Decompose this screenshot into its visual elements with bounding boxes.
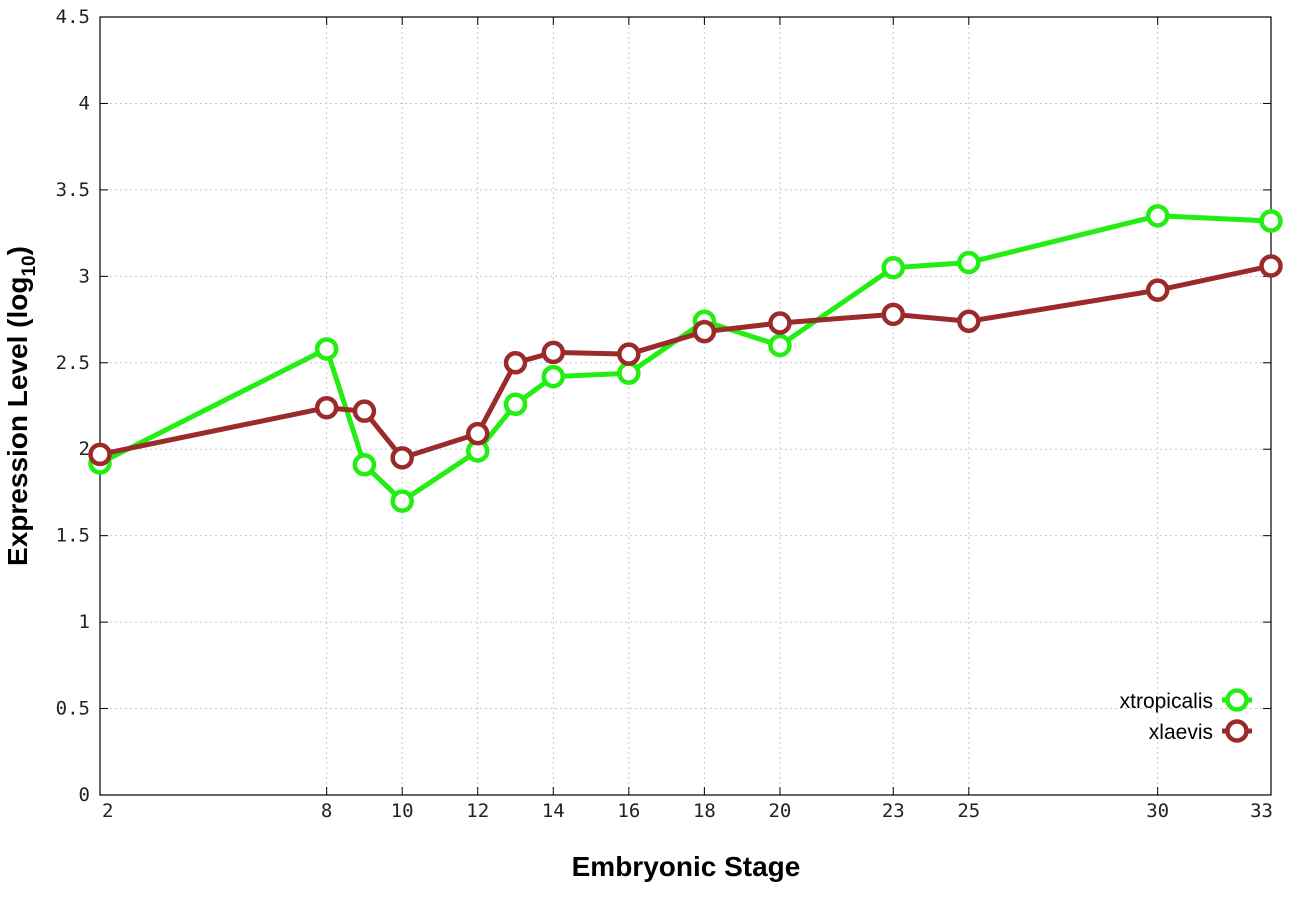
y-tick-label: 0.5 xyxy=(56,698,90,720)
data-point-xtropicalis xyxy=(541,364,566,389)
data-point-xlaevis xyxy=(503,351,528,375)
series-line-xtropicalis xyxy=(98,213,1272,504)
series-group xyxy=(88,204,1283,513)
data-point-xlaevis xyxy=(390,446,414,470)
y-axis-title-main: Expression Level (log xyxy=(2,277,33,566)
legend: xtropicalis xlaevis xyxy=(1120,688,1252,744)
legend-label-xlaevis: xlaevis xyxy=(1149,721,1213,744)
x-axis-title: Embryonic Stage xyxy=(572,851,801,882)
data-point-xlaevis xyxy=(314,395,339,420)
plot-frame xyxy=(99,16,1272,796)
y-tick-label: 2.5 xyxy=(56,352,90,374)
y-tick-labels: 0 0.5 1 1.5 2 2.5 3 3.5 4 4.5 xyxy=(56,6,90,806)
data-point-xlaevis xyxy=(1259,254,1283,278)
x-tick-label: 2 xyxy=(102,800,113,822)
x-tick-label: 30 xyxy=(1146,800,1169,822)
data-point-xlaevis xyxy=(692,319,717,344)
x-tick-label: 25 xyxy=(957,800,980,822)
x-tick-label: 14 xyxy=(542,800,565,822)
data-point-xtropicalis xyxy=(390,489,414,513)
data-point-xtropicalis xyxy=(957,250,981,275)
legend-marker-xtropicalis xyxy=(1225,688,1249,712)
series-line-xlaevis xyxy=(99,263,1272,461)
x-tick-label: 12 xyxy=(466,800,489,822)
y-tick-label: 3 xyxy=(79,265,90,287)
data-point-xlaevis xyxy=(617,342,641,366)
grid-lines xyxy=(100,17,1271,795)
data-point-xtropicalis xyxy=(314,337,339,361)
data-point-xtropicalis xyxy=(768,333,792,358)
data-point-xlaevis xyxy=(352,399,377,423)
data-point-xlaevis xyxy=(1145,278,1170,302)
y-tick-label: 2 xyxy=(79,438,90,460)
y-tick-label: 1 xyxy=(79,611,90,633)
data-point-xtropicalis xyxy=(617,361,641,385)
data-point-xlaevis xyxy=(541,340,566,365)
x-tick-label: 23 xyxy=(882,800,905,822)
y-tick-label: 0 xyxy=(79,784,90,806)
y-tick-label: 3.5 xyxy=(56,179,90,201)
y-axis-title-close: ) xyxy=(2,246,33,255)
x-tick-label: 20 xyxy=(768,800,791,822)
data-point-xlaevis xyxy=(465,421,490,446)
data-point-xlaevis xyxy=(957,309,981,334)
y-tick-label: 4.5 xyxy=(56,6,90,28)
data-point-xtropicalis xyxy=(352,453,377,477)
data-point-xtropicalis xyxy=(1145,204,1170,228)
data-point-xlaevis xyxy=(88,442,112,467)
y-axis-title-subscript: 10 xyxy=(19,255,40,276)
x-tick-label: 33 xyxy=(1250,800,1273,822)
y-tick-label: 1.5 xyxy=(56,525,90,547)
x-tick-label: 18 xyxy=(693,800,716,822)
data-point-xlaevis xyxy=(881,302,906,327)
x-tick-labels: 2 8 10 12 14 16 18 20 23 25 30 33 xyxy=(102,800,1273,822)
tick-marks xyxy=(99,16,1272,796)
legend-marker-xlaevis xyxy=(1225,719,1249,743)
data-point-xtropicalis xyxy=(881,255,906,280)
data-point-xlaevis xyxy=(768,311,792,335)
data-point-xtropicalis xyxy=(1259,209,1283,233)
data-point-xtropicalis xyxy=(503,392,528,417)
y-axis-title: Expression Level (log10) xyxy=(2,246,40,566)
x-tick-label: 8 xyxy=(321,800,332,822)
x-tick-label: 10 xyxy=(391,800,414,822)
y-tick-label: 4 xyxy=(79,92,90,114)
legend-label-xtropicalis: xtropicalis xyxy=(1120,690,1213,713)
x-tick-label: 16 xyxy=(617,800,640,822)
